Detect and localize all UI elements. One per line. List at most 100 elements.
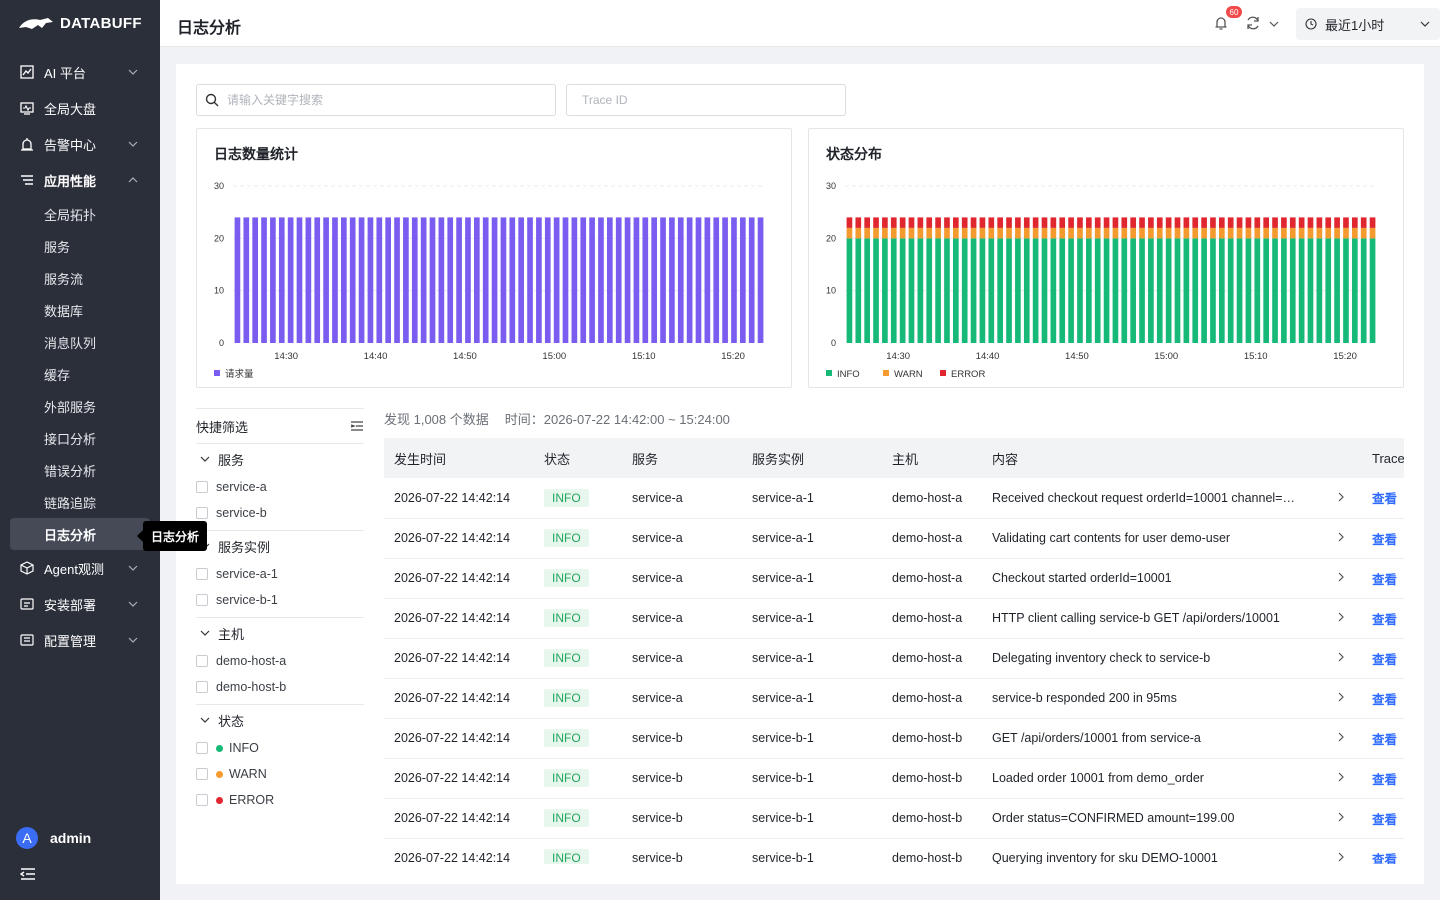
column-header[interactable]: 内容 <box>982 438 1302 478</box>
sidebar-sub-external-services[interactable]: 外部服务 <box>44 399 97 415</box>
chevron-right-icon[interactable] <box>1336 652 1346 662</box>
chevron-down-icon[interactable] <box>1269 19 1279 29</box>
table-row[interactable]: 2026-07-22 14:42:14 INFO service-a service-… <box>384 558 1404 599</box>
chevron-right-icon[interactable] <box>1336 492 1346 502</box>
view-trace-link[interactable]: 查看 <box>1372 852 1398 865</box>
column-header[interactable]: 服务实例 <box>742 438 882 478</box>
filter-option-info[interactable]: INFO <box>196 735 364 761</box>
table-row[interactable]: 2026-07-22 14:42:14 INFO service-a service-… <box>384 518 1404 559</box>
view-trace-link[interactable]: 查看 <box>1372 572 1398 587</box>
filter-option-warn[interactable]: WARN <box>196 761 364 787</box>
filter-settings-icon[interactable] <box>350 419 364 433</box>
sidebar-sub-error-analysis[interactable]: 错误分析 <box>44 463 97 479</box>
checkbox[interactable] <box>196 681 208 693</box>
refresh-icon[interactable] <box>1245 15 1261 31</box>
sidebar-item-deploy[interactable]: 安装部署 <box>0 586 160 622</box>
logo[interactable]: DATABUFF <box>0 0 160 47</box>
filter-group-toggle[interactable]: 主机 <box>196 618 364 648</box>
trace-id-search[interactable] <box>566 84 846 116</box>
table-row[interactable]: 2026-07-22 14:42:14 INFO service-a service-… <box>384 598 1404 639</box>
checkbox[interactable] <box>196 507 208 519</box>
view-trace-link[interactable]: 查看 <box>1372 652 1398 667</box>
user-profile[interactable]: A admin <box>16 827 91 849</box>
bar-请求量 <box>296 217 303 343</box>
chevron-right-icon[interactable] <box>1336 692 1346 702</box>
view-trace-link[interactable]: 查看 <box>1372 772 1398 787</box>
column-header[interactable]: 状态 <box>534 438 622 478</box>
expand-cell[interactable] <box>1302 718 1368 759</box>
table-row[interactable]: 2026-07-22 14:42:14 INFO service-b service-… <box>384 838 1404 864</box>
sidebar-sub-cache[interactable]: 缓存 <box>44 367 71 383</box>
sidebar-sub-message-queue[interactable]: 消息队列 <box>44 335 97 351</box>
sidebar-item-config[interactable]: 配置管理 <box>0 622 160 658</box>
sidebar-item-app-performance[interactable]: 应用性能 <box>0 162 160 198</box>
checkbox[interactable] <box>196 768 208 780</box>
checkbox[interactable] <box>196 742 208 754</box>
view-trace-link[interactable]: 查看 <box>1372 492 1398 507</box>
table-row[interactable]: 2026-07-22 14:42:14 INFO service-b service-… <box>384 718 1404 759</box>
sidebar-sub-services[interactable]: 服务 <box>44 239 71 255</box>
sidebar-sub-trace[interactable]: 链路追踪 <box>44 495 97 511</box>
time-range-picker[interactable]: 最近1小时 <box>1296 8 1440 40</box>
search-input[interactable] <box>227 93 527 107</box>
chevron-right-icon[interactable] <box>1336 772 1346 782</box>
filter-option-error[interactable]: ERROR <box>196 787 364 813</box>
collapse-sidebar-icon[interactable] <box>20 866 36 882</box>
chevron-right-icon[interactable] <box>1336 612 1346 622</box>
sidebar-sub-api-analysis[interactable]: 接口分析 <box>44 431 97 447</box>
filter-group-toggle[interactable]: 服务 <box>196 444 364 474</box>
column-header[interactable]: Trace <box>1368 438 1404 478</box>
expand-cell[interactable] <box>1302 758 1368 799</box>
filter-option[interactable]: service-a <box>196 474 364 500</box>
filter-group-toggle[interactable]: 服务实例 <box>196 531 364 561</box>
filter-option[interactable]: service-b-1 <box>196 587 364 613</box>
sidebar-sub-global-topology[interactable]: 全局拓扑 <box>44 207 97 223</box>
table-row[interactable]: 2026-07-22 14:42:14 INFO service-a service-… <box>384 478 1404 519</box>
view-trace-link[interactable]: 查看 <box>1372 612 1398 627</box>
expand-cell[interactable] <box>1302 598 1368 639</box>
chevron-right-icon[interactable] <box>1336 812 1346 822</box>
table-row[interactable]: 2026-07-22 14:42:14 INFO service-a service-… <box>384 678 1404 719</box>
sidebar-item-alarm-center[interactable]: 告警中心 <box>0 126 160 162</box>
checkbox[interactable] <box>196 568 208 580</box>
chevron-right-icon[interactable] <box>1336 572 1346 582</box>
expand-cell[interactable] <box>1302 558 1368 599</box>
view-trace-link[interactable]: 查看 <box>1372 812 1398 827</box>
trace-id-input[interactable] <box>582 93 845 107</box>
sidebar-item-ai-platform[interactable]: AI 平台 <box>0 54 160 90</box>
sidebar-sub-service-flow[interactable]: 服务流 <box>44 271 84 287</box>
sidebar-item-agent-observe[interactable]: Agent观测 <box>0 550 160 586</box>
column-header[interactable]: 发生时间 <box>384 438 534 478</box>
bell-icon[interactable] <box>1213 15 1229 31</box>
table-row[interactable]: 2026-07-22 14:42:14 INFO service-b service-… <box>384 758 1404 799</box>
checkbox[interactable] <box>196 794 208 806</box>
expand-cell[interactable] <box>1302 678 1368 719</box>
sidebar-sub-log-analysis[interactable]: 日志分析 <box>10 518 150 550</box>
sidebar-item-dashboard[interactable]: 全局大盘 <box>0 90 160 126</box>
expand-cell[interactable] <box>1302 518 1368 559</box>
filter-option[interactable]: service-b <box>196 500 364 526</box>
expand-cell[interactable] <box>1302 838 1368 864</box>
filter-option[interactable]: demo-host-a <box>196 648 364 674</box>
view-trace-link[interactable]: 查看 <box>1372 732 1398 747</box>
checkbox[interactable] <box>196 594 208 606</box>
column-header[interactable]: 主机 <box>882 438 982 478</box>
sidebar-sub-database[interactable]: 数据库 <box>44 303 84 319</box>
chevron-right-icon[interactable] <box>1336 732 1346 742</box>
view-trace-link[interactable]: 查看 <box>1372 692 1398 707</box>
checkbox[interactable] <box>196 481 208 493</box>
chevron-right-icon[interactable] <box>1336 532 1346 542</box>
column-header[interactable]: 服务 <box>622 438 742 478</box>
filter-group-toggle[interactable]: 状态 <box>196 705 364 735</box>
filter-option[interactable]: demo-host-b <box>196 674 364 700</box>
chevron-right-icon[interactable] <box>1336 852 1346 862</box>
filter-option[interactable]: service-a-1 <box>196 561 364 587</box>
keyword-search[interactable] <box>196 84 556 116</box>
checkbox[interactable] <box>196 655 208 667</box>
expand-cell[interactable] <box>1302 798 1368 839</box>
expand-cell[interactable] <box>1302 638 1368 679</box>
table-row[interactable]: 2026-07-22 14:42:14 INFO service-a service-… <box>384 638 1404 679</box>
expand-cell[interactable] <box>1302 478 1368 519</box>
view-trace-link[interactable]: 查看 <box>1372 532 1398 547</box>
table-row[interactable]: 2026-07-22 14:42:14 INFO service-b service-… <box>384 798 1404 839</box>
